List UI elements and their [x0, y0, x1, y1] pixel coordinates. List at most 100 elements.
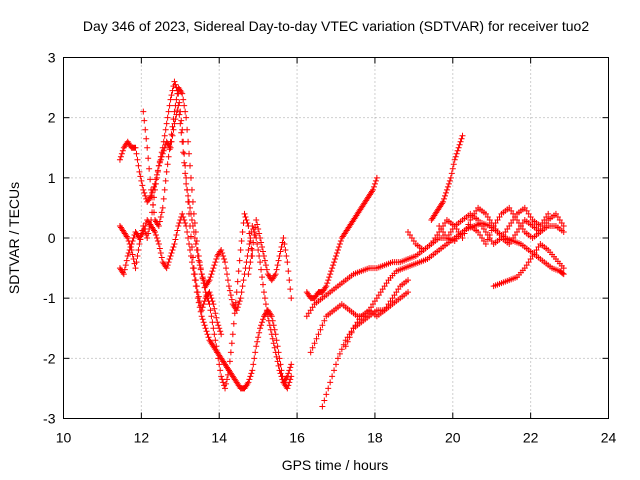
data-point	[129, 251, 136, 258]
data-point	[246, 241, 253, 248]
data-point	[227, 349, 234, 356]
data-point	[174, 227, 181, 234]
data-points	[116, 78, 567, 410]
data-point	[467, 216, 474, 223]
data-point	[171, 120, 178, 127]
data-point	[494, 228, 501, 235]
data-point	[447, 174, 454, 181]
data-point	[193, 238, 200, 245]
data-point	[531, 250, 538, 257]
data-point	[142, 126, 149, 133]
data-point	[249, 222, 256, 229]
data-point	[325, 277, 332, 284]
data-point	[193, 289, 200, 296]
data-point	[436, 222, 443, 229]
data-point	[208, 313, 215, 320]
data-point	[449, 165, 456, 172]
data-point	[225, 283, 232, 290]
data-point	[162, 126, 169, 133]
data-point	[260, 253, 267, 260]
data-point	[498, 235, 505, 241]
data-point	[165, 153, 172, 160]
data-point	[176, 111, 183, 118]
data-point	[256, 329, 263, 336]
data-point	[286, 277, 293, 284]
data-point	[228, 340, 235, 347]
data-point	[330, 262, 337, 269]
data-point	[262, 262, 269, 269]
data-point	[226, 358, 233, 365]
data-point	[535, 244, 542, 251]
data-point	[251, 231, 258, 238]
data-point	[191, 277, 198, 284]
data-point	[459, 235, 466, 241]
data-point	[188, 244, 195, 251]
data-point	[309, 344, 316, 351]
data-point	[445, 231, 452, 238]
data-point	[371, 180, 378, 187]
data-point	[164, 114, 171, 121]
data-point	[137, 173, 144, 180]
data-point	[273, 353, 280, 360]
data-point	[456, 141, 463, 148]
data-point	[157, 250, 164, 257]
data-point	[121, 266, 128, 273]
data-point	[166, 146, 173, 153]
data-point	[219, 250, 226, 257]
data-point	[451, 156, 458, 163]
data-point	[187, 247, 194, 254]
data-point	[405, 289, 412, 296]
data-point	[205, 334, 212, 341]
data-point	[200, 277, 207, 284]
data-point	[239, 283, 246, 290]
data-point	[135, 247, 142, 254]
y-tick-label: 0	[48, 230, 56, 246]
data-point	[478, 222, 485, 229]
data-point	[196, 259, 203, 266]
data-point	[559, 270, 566, 277]
data-point	[141, 225, 148, 232]
data-point	[133, 259, 140, 266]
data-point	[377, 289, 384, 296]
data-point	[346, 334, 353, 341]
data-point	[281, 241, 288, 248]
data-point	[169, 132, 176, 139]
data-point	[369, 301, 376, 308]
data-point	[256, 230, 263, 237]
data-point	[178, 117, 185, 124]
x-tick-label: 16	[289, 430, 305, 446]
data-point	[254, 338, 261, 345]
x-tick-label: 24	[601, 430, 617, 446]
data-point	[204, 331, 211, 338]
data-point	[539, 219, 546, 226]
data-point	[383, 280, 390, 287]
data-point	[116, 156, 123, 163]
data-point	[196, 304, 203, 311]
x-tick-label: 10	[56, 430, 72, 446]
data-point	[135, 162, 142, 169]
data-point	[188, 216, 195, 223]
data-point	[273, 337, 280, 344]
data-point	[189, 265, 196, 272]
data-point	[406, 231, 413, 238]
data-point	[160, 195, 167, 202]
data-point	[482, 241, 489, 248]
data-point	[275, 362, 282, 369]
data-point	[161, 186, 168, 193]
data-point	[389, 295, 396, 302]
data-point	[258, 239, 265, 246]
data-point	[185, 235, 192, 241]
data-point	[195, 253, 202, 260]
series-arc-13	[428, 132, 466, 223]
data-point	[134, 253, 141, 260]
data-point	[166, 102, 173, 109]
data-point	[284, 259, 291, 266]
data-point	[506, 222, 513, 229]
data-point	[150, 201, 157, 208]
data-point	[162, 177, 169, 184]
data-point	[441, 195, 448, 202]
data-point	[315, 331, 322, 338]
data-point	[153, 171, 160, 178]
data-point	[249, 247, 256, 254]
data-point	[333, 361, 339, 368]
